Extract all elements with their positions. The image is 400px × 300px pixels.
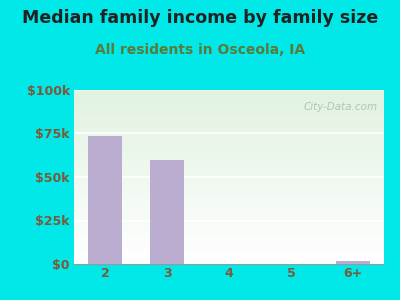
Text: City-Data.com: City-Data.com xyxy=(304,102,378,112)
Text: All residents in Osceola, IA: All residents in Osceola, IA xyxy=(95,44,305,58)
Bar xyxy=(88,136,122,264)
Bar xyxy=(150,160,184,264)
Bar xyxy=(336,260,370,264)
Text: Median family income by family size: Median family income by family size xyxy=(22,9,378,27)
